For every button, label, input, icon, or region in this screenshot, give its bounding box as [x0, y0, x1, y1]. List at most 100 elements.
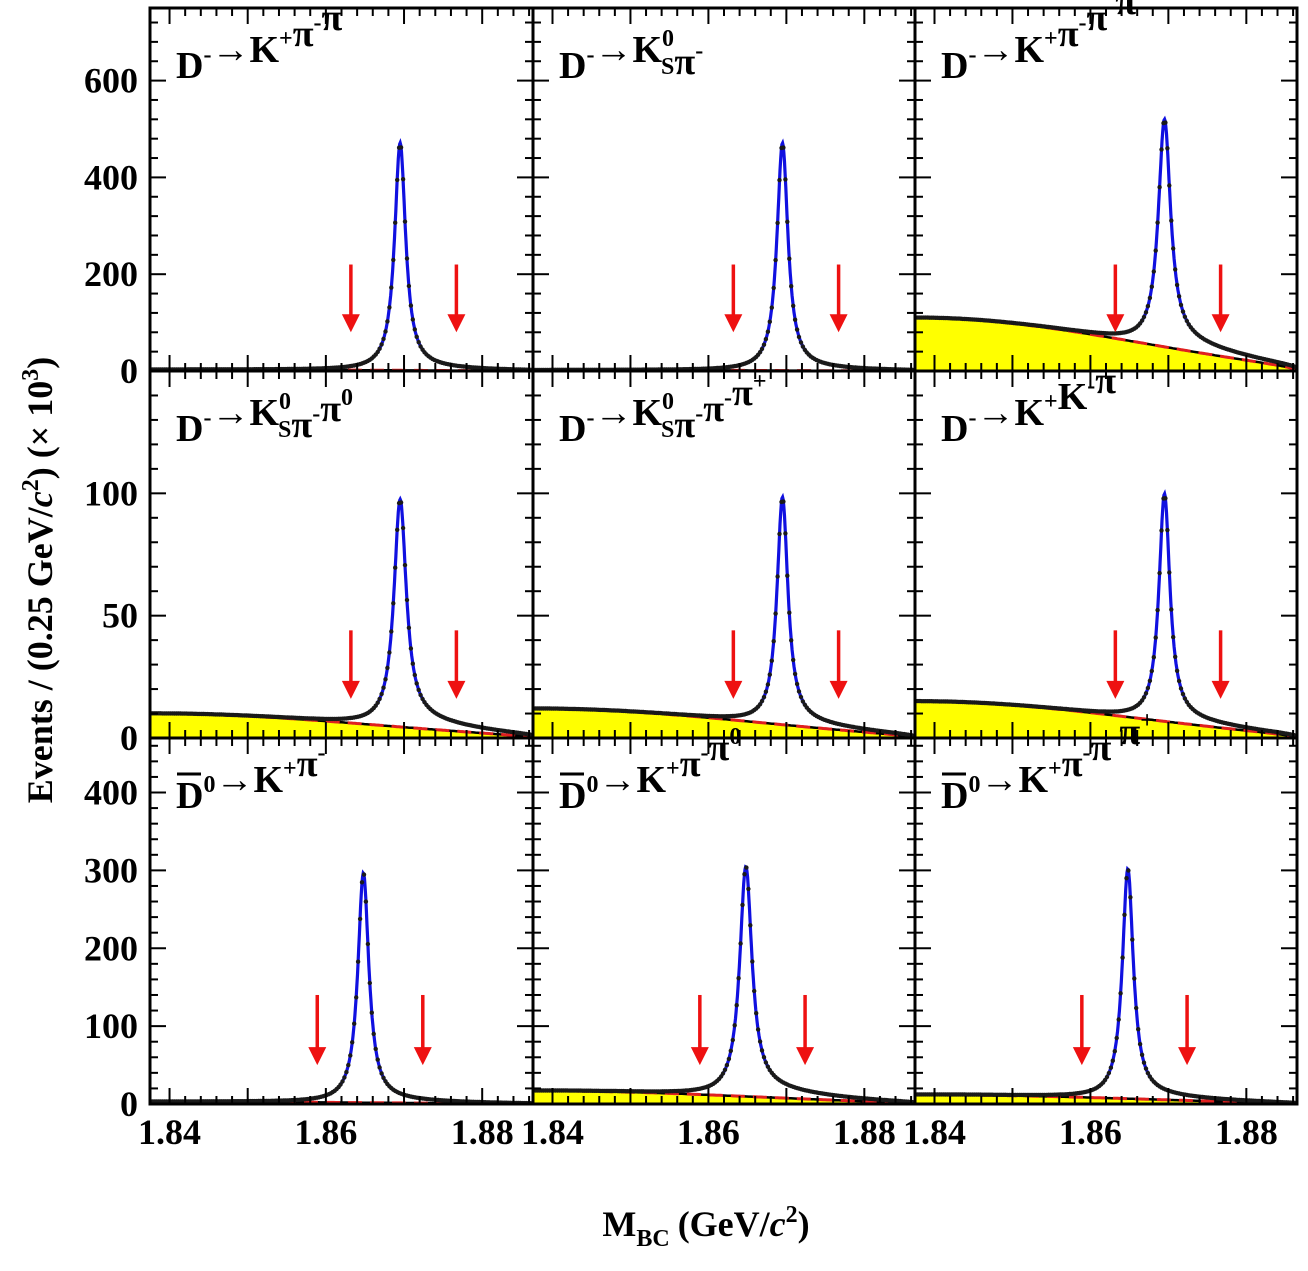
- data-point: [387, 305, 392, 310]
- title-part-sup: -: [1083, 740, 1091, 766]
- data-point: [1174, 668, 1180, 673]
- panel-ticks: [915, 8, 1297, 372]
- title-part: →K: [211, 29, 279, 71]
- data-point: [344, 1069, 349, 1075]
- data-point: [387, 650, 392, 655]
- data-point: [365, 941, 371, 947]
- title-part: π: [680, 743, 701, 785]
- data-point: [412, 327, 417, 332]
- title-part: →K: [976, 29, 1044, 71]
- data-point: [355, 959, 361, 964]
- data-point: [1145, 1070, 1151, 1076]
- title-part: →K: [598, 759, 666, 801]
- data-point: [395, 527, 400, 532]
- title-part-sup: 0: [968, 772, 980, 798]
- data-point: [777, 531, 782, 537]
- y-axis-title-exp2: 3: [18, 369, 44, 381]
- data-point: [800, 344, 806, 349]
- data-point: [1114, 1035, 1119, 1041]
- panel-plot-area: [915, 115, 1297, 371]
- x-tick-label: 1.88: [1215, 1112, 1278, 1152]
- data-point: [1155, 607, 1160, 613]
- y-axis-title-end: ): [20, 357, 60, 369]
- title-part-sup: +: [1140, 708, 1154, 734]
- data-point: [759, 698, 765, 704]
- data-point: [391, 601, 396, 606]
- title-part: →K: [976, 392, 1044, 434]
- panel-title: D0→K+π-π0: [559, 724, 741, 817]
- title-part-sup: -: [724, 385, 732, 411]
- data-point: [359, 880, 365, 885]
- data-point: [371, 1031, 376, 1037]
- title-part: π: [674, 404, 695, 446]
- data-point: [791, 303, 796, 308]
- panel-plot-area: [533, 138, 915, 371]
- data-point: [789, 284, 794, 289]
- data-point: [754, 1011, 759, 1016]
- total-fit-curve: [150, 869, 533, 1104]
- data-point: [763, 689, 769, 694]
- y-tick-label: 50: [102, 596, 138, 636]
- y-tick-label: 0: [120, 351, 138, 391]
- data-point: [722, 1067, 728, 1073]
- title-part: D: [176, 45, 203, 87]
- data-point: [350, 1040, 355, 1045]
- x-tick-label: 1.84: [521, 1112, 584, 1152]
- data-point: [1173, 267, 1178, 272]
- data-point: [1104, 1074, 1110, 1080]
- arrow-head: [1106, 314, 1125, 333]
- title-part: π: [322, 0, 343, 39]
- data-point: [395, 177, 400, 183]
- data-point: [1153, 635, 1158, 640]
- arrow-head: [724, 680, 743, 699]
- data-point: [393, 565, 398, 570]
- data-point: [342, 1075, 347, 1080]
- data-point: [375, 1057, 380, 1062]
- data-point: [1180, 309, 1186, 314]
- y-tick-label: 300: [84, 850, 138, 890]
- x-tick-label: 1.86: [294, 1112, 357, 1152]
- data-point: [1143, 1066, 1149, 1071]
- data-points: [533, 145, 915, 371]
- title-part-sup: +: [279, 26, 293, 52]
- data-point: [406, 625, 412, 630]
- data-point: [742, 872, 747, 877]
- panel-1: D-→K+π-π-: [150, 0, 533, 371]
- data-point: [1116, 1017, 1121, 1022]
- background-fit-dashed: [915, 699, 1297, 738]
- title-part: π: [1119, 711, 1140, 753]
- signal-window-arrow-left: [1106, 630, 1125, 699]
- data-point: [1112, 1049, 1118, 1054]
- x-tick-label: 1.84: [903, 1112, 966, 1152]
- data-point: [798, 694, 804, 700]
- title-part: D: [941, 408, 968, 450]
- data-point: [348, 1053, 353, 1058]
- y-tick-label: 100: [84, 1006, 138, 1046]
- data-point: [363, 899, 369, 904]
- panel-plot-area: [915, 865, 1297, 1104]
- title-part: D: [559, 45, 586, 87]
- panel-3: D-→K+π-π-π0: [915, 0, 1297, 371]
- title-part-sup: -: [318, 740, 326, 766]
- data-point: [1147, 678, 1153, 683]
- data-points: [150, 145, 533, 371]
- data-point: [1141, 1060, 1147, 1065]
- data-point: [769, 658, 774, 663]
- x-axis-title-sub: BC: [636, 1226, 669, 1252]
- data-point: [400, 177, 406, 182]
- signal-window-arrow-right: [1211, 264, 1230, 333]
- panel-4: D-→K0 Sπ-π0: [150, 385, 533, 738]
- x-axis-title-units-c: c: [770, 1204, 786, 1244]
- data-point: [398, 500, 404, 505]
- data-point: [750, 959, 755, 964]
- panel-plot-area: [915, 489, 1297, 738]
- arrow-head: [308, 1047, 327, 1066]
- data-point: [402, 219, 408, 224]
- title-part-sup: +: [283, 756, 297, 782]
- data-point: [369, 1010, 374, 1015]
- title-part-sup: -: [586, 42, 594, 68]
- title-part-sup: 0: [203, 772, 215, 798]
- title-part: π: [1091, 727, 1112, 769]
- data-point: [757, 1039, 763, 1044]
- data-point: [720, 1071, 726, 1076]
